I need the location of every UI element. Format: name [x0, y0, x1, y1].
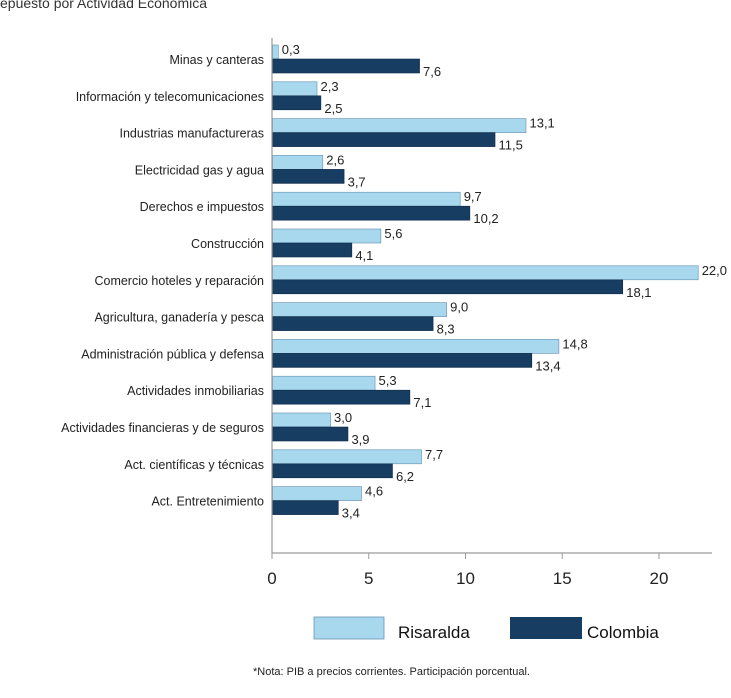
bar-risaralda	[272, 265, 699, 281]
data-label-colombia: 13,4	[535, 358, 560, 373]
data-label-risaralda: 0,3	[282, 42, 300, 57]
category-label: Act. científicas y técnicas	[124, 458, 264, 472]
bar-risaralda	[272, 228, 382, 244]
bar-colombia	[272, 242, 353, 258]
bar-colombia	[272, 58, 420, 74]
data-label-colombia: 3,7	[348, 174, 366, 189]
bar-risaralda	[272, 449, 422, 465]
bar-colombia	[272, 463, 393, 479]
data-label-colombia: 18,1	[626, 285, 651, 300]
bars-layer	[272, 44, 699, 515]
category-label: Actividades inmobiliarias	[127, 384, 264, 398]
data-label-colombia: 4,1	[355, 248, 373, 263]
labels-layer: Minas y canteras 0,3 7,6 Información y tele…	[61, 42, 727, 521]
bar-risaralda	[272, 81, 318, 97]
bar-risaralda	[272, 155, 324, 170]
data-label-colombia: 11,5	[499, 138, 523, 153]
category-label: Administración pública y defensa	[81, 347, 264, 361]
chart-note: *Nota: PIB a precios corrientes. Partici…	[253, 666, 530, 678]
data-label-risaralda: 2,6	[326, 152, 344, 167]
legend-label-colombia: Colombia	[587, 623, 659, 642]
data-label-risaralda: 5,3	[379, 373, 397, 388]
x-tick-label: 0	[267, 569, 276, 588]
bar-colombia	[272, 500, 339, 515]
data-label-colombia: 7,1	[413, 395, 431, 410]
data-label-risaralda: 13,1	[529, 116, 554, 131]
data-label-risaralda: 4,6	[365, 484, 383, 499]
bar-risaralda	[272, 486, 362, 501]
x-tick-label: 10	[456, 569, 475, 588]
data-label-risaralda: 9,7	[464, 189, 482, 204]
bar-colombia	[272, 389, 411, 405]
category-label: Construcción	[191, 237, 264, 251]
data-label-risaralda: 9,0	[450, 300, 468, 315]
data-label-risaralda: 7,7	[425, 447, 443, 462]
category-label: Electricidad gas y agua	[135, 163, 264, 177]
bar-risaralda	[272, 191, 461, 207]
x-tick-label: 5	[364, 569, 373, 588]
category-label: Minas y canteras	[170, 53, 264, 67]
data-label-colombia: 3,9	[351, 432, 369, 447]
bar-risaralda	[272, 302, 447, 317]
category-label: Industrias manufactureras	[119, 127, 264, 141]
bar-risaralda	[272, 412, 331, 428]
data-label-colombia: 6,2	[396, 469, 414, 484]
data-label-colombia: 2,5	[324, 101, 342, 116]
legend: Risaralda Colombia	[313, 616, 659, 642]
x-tick-label: 20	[650, 569, 669, 588]
data-label-risaralda: 2,3	[321, 79, 339, 94]
bar-colombia	[272, 132, 496, 147]
category-label: Derechos e impuestos	[140, 200, 264, 214]
bar-colombia	[272, 316, 434, 331]
data-label-colombia: 8,3	[437, 322, 455, 337]
bar-colombia	[272, 353, 533, 368]
category-label: Actividades financieras y de seguros	[61, 421, 264, 435]
category-label: Act. Entretenimiento	[151, 495, 264, 509]
data-label-colombia: 3,4	[342, 506, 360, 521]
chart-caption-fragment: epuesto por Actividad Económica	[0, 0, 208, 11]
bar-colombia	[272, 95, 322, 111]
category-label: Comercio hoteles y reparación	[94, 274, 264, 288]
x-ticks-layer: 0 5 10 15 20	[267, 553, 668, 588]
category-label: Información y telecomunicaciones	[76, 90, 264, 104]
x-tick-label: 15	[553, 569, 572, 588]
legend-swatch-risaralda	[313, 616, 385, 640]
bar-colombia	[272, 426, 349, 442]
category-label: Agricultura, ganadería y pesca	[94, 311, 264, 325]
legend-label-risaralda: Risaralda	[398, 623, 470, 642]
bar-colombia	[272, 279, 624, 295]
bar-risaralda	[272, 118, 527, 133]
data-label-risaralda: 5,6	[384, 226, 402, 241]
data-label-colombia: 7,6	[423, 64, 441, 79]
data-label-risaralda: 22,0	[702, 263, 727, 278]
bar-colombia	[272, 205, 471, 221]
bar-risaralda	[272, 375, 376, 391]
data-label-risaralda: 3,0	[334, 410, 352, 425]
bar-colombia	[272, 169, 345, 184]
legend-swatch-colombia	[510, 617, 582, 639]
bar-risaralda	[272, 44, 279, 60]
bar-risaralda	[272, 339, 560, 354]
data-label-risaralda: 14,8	[562, 336, 587, 351]
data-label-colombia: 10,2	[473, 211, 498, 226]
